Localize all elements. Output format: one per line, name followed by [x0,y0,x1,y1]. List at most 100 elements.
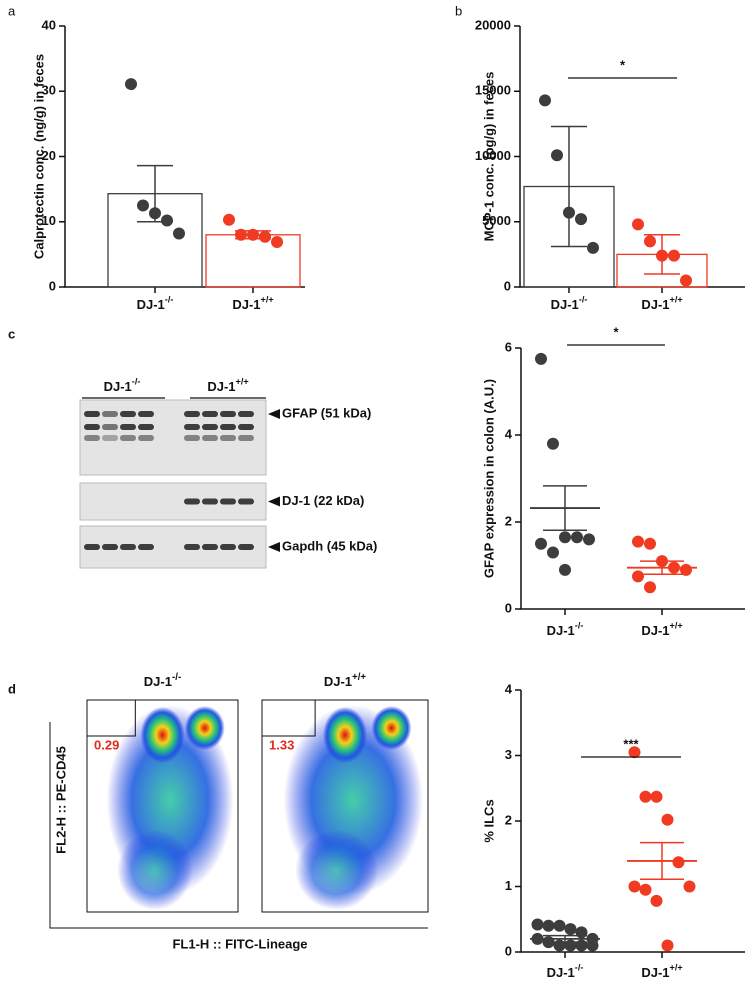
data-point [650,790,663,803]
group-name: DJ-1 [547,965,575,980]
data-point [553,919,566,932]
blot-band [84,544,100,550]
y-axis-label: Calprotectin conc. (ng/g) in feces [31,54,46,259]
blot-arrow [268,409,280,419]
group-superscript: -/- [132,377,141,387]
data-point [644,235,656,248]
data-point [125,78,137,91]
group-superscript: -/- [172,672,181,683]
blot-band [202,435,218,441]
band-label: Gapdh (45 kDa) [282,538,377,553]
error-bar [640,841,684,881]
group-name: DJ-1 [207,379,235,394]
data-point [639,883,652,896]
significance-label: * [613,324,619,339]
gate-value: 1.33 [269,737,294,752]
y-tick-label: 1 [505,878,512,893]
group-superscript: +/+ [670,963,683,973]
data-point [661,813,674,826]
group-name: DJ-1 [104,379,132,394]
flow-gate [262,700,316,737]
data-point [628,746,641,759]
data-point [587,241,599,254]
y-tick-label: 15000 [475,83,511,98]
y-tick-label: 10 [42,213,56,228]
data-point [535,537,547,550]
y-axis-label: % ILCs [481,799,496,842]
blot-band [138,424,154,430]
blot-band [84,411,100,417]
blot-band [184,424,200,430]
blot-band [238,498,254,505]
y-tick-label: 0 [504,278,511,293]
group-name: DJ-1 [137,297,165,312]
blot-band [120,435,136,441]
data-point [680,563,692,576]
group-label: DJ-1-/- [144,672,181,690]
data-point [535,352,547,365]
group-label: DJ-1+/+ [641,621,682,639]
data-point [628,880,641,893]
blot-band [202,411,218,417]
data-point [661,939,674,952]
group-label: DJ-1-/- [104,377,141,395]
blot-band [220,424,236,430]
blot-band [202,544,218,550]
data-point [650,894,663,907]
group-name: DJ-1 [551,297,579,312]
group-name: DJ-1 [144,674,172,689]
blot-band [220,411,236,417]
blot-band [120,424,136,430]
y-tick-label: 10000 [475,148,511,163]
flow-density [323,707,367,763]
axis-line [64,26,305,288]
group-superscript: -/- [575,963,584,973]
data-point [583,533,595,546]
data-point [575,926,588,939]
flow-density [295,830,379,910]
bar [205,234,301,288]
data-point [644,581,656,594]
data-point [564,923,577,936]
y-tick-label: 20 [42,148,56,163]
group-name: DJ-1 [641,623,669,638]
group-label: DJ-1+/+ [324,672,367,690]
group-label: DJ-1-/- [551,295,588,313]
y-tick-label: 4 [505,681,513,696]
significance-label: *** [623,736,639,751]
data-point [632,570,644,583]
panel-label: d [8,681,16,696]
band-label: DJ-1 (22 kDa) [282,493,364,508]
blot-band [184,411,200,417]
blot-band [84,435,100,441]
data-point [271,235,283,248]
group-name: DJ-1 [324,674,352,689]
blot-band [202,498,218,505]
y-tick-label: 0 [505,943,512,958]
data-point [137,199,149,212]
data-point [559,563,571,576]
data-point [542,919,555,932]
data-point [656,249,668,262]
data-point [564,939,577,952]
y-tick-label: 0 [505,600,512,615]
blot-band [138,411,154,417]
group-superscript: +/+ [670,295,683,305]
blot-band [238,424,254,430]
group-superscript: -/- [165,295,174,305]
blot-band [220,435,236,441]
blot-band [84,424,100,430]
flow-y-label: FL2-H :: PE-CD45 [53,746,68,854]
group-label: DJ-1-/- [547,963,584,981]
data-point [586,939,599,952]
data-point [161,214,173,227]
group-superscript: +/+ [352,672,366,683]
group-label: DJ-1-/- [137,295,174,313]
blot-band [102,411,118,417]
data-point [553,939,566,952]
group-name: DJ-1 [232,297,260,312]
group-label: DJ-1+/+ [641,963,682,981]
blot-band [120,544,136,550]
y-axis-label: GFAP expression in colon (A.U.) [481,379,496,578]
